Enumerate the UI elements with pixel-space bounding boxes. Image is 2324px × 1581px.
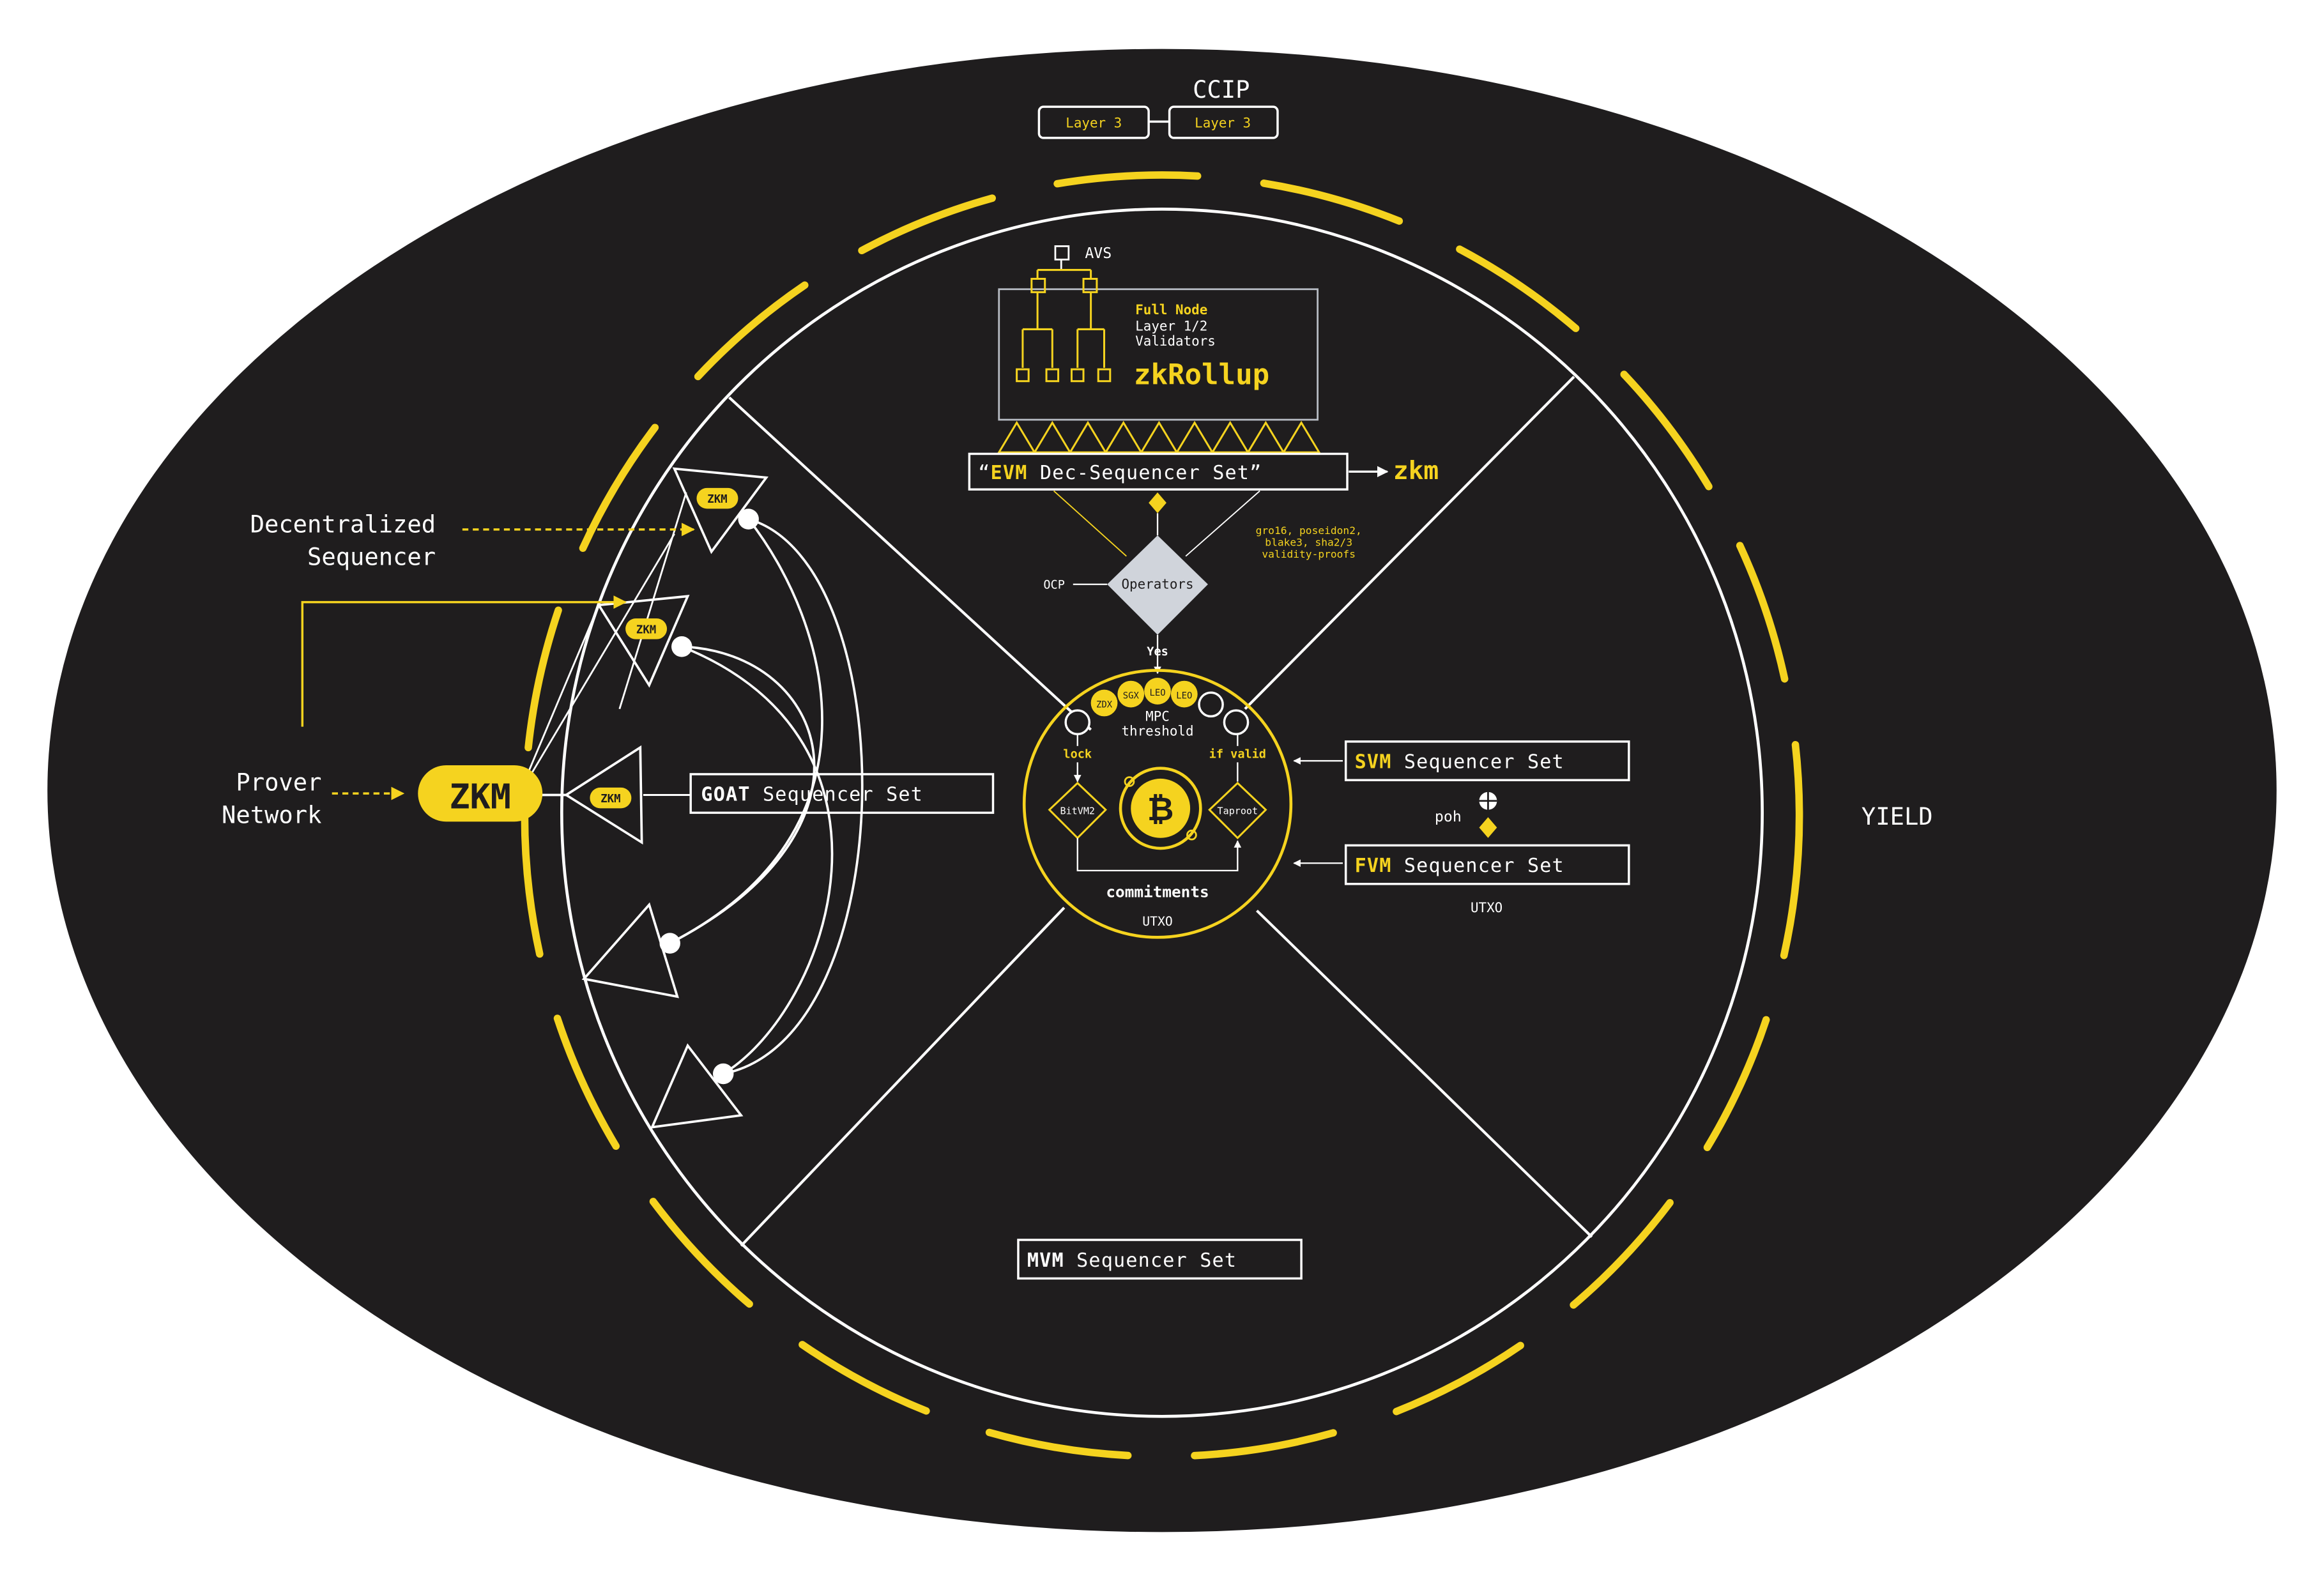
token-leo-2 — [1170, 680, 1198, 708]
mpc-label: MPC — [1145, 708, 1170, 724]
proofs-line-2: blake3, sha2/3 — [1265, 536, 1352, 548]
zkm-main-label: ZKM — [450, 776, 511, 816]
hub-node-right — [1223, 709, 1250, 736]
mvm-sequencer-label: MVM Sequencer Set — [1027, 1249, 1237, 1272]
zkm-badge-3-label: ZKM — [600, 793, 620, 806]
taproot-diamond[interactable] — [1208, 781, 1267, 839]
decentralized-line-1: Decentralized — [250, 511, 436, 538]
yield-label: YIELD — [1861, 803, 1933, 830]
poh-label: poh — [1435, 808, 1462, 825]
goat-bold: GOAT — [701, 784, 750, 806]
ocp-label: OCP — [1043, 579, 1064, 592]
proofs-line-1: gro16, poseidon2, — [1256, 524, 1362, 537]
operators-label: Operators — [1121, 577, 1193, 592]
bitcoin-hub — [1022, 669, 1293, 939]
validators-line-1: Layer 1/2 — [1135, 319, 1207, 334]
evm-bold: EVM — [991, 462, 1028, 484]
sequencer-dot-3 — [659, 933, 680, 954]
lock-label: lock — [1063, 747, 1092, 761]
bitvm2-label: BitVM2 — [1060, 806, 1095, 817]
node-tree-icon — [1016, 269, 1112, 383]
token-sgx — [1117, 680, 1145, 708]
evm-sequencer-box[interactable] — [968, 452, 1349, 491]
token-sgx-label: SGX — [1123, 691, 1140, 701]
poh-diamond-icon — [1479, 817, 1497, 838]
sequencer-triangle-1 — [672, 467, 768, 554]
svm-sequencer-box[interactable] — [1344, 740, 1630, 781]
evm-rest: Dec-Sequencer Set — [1028, 462, 1250, 484]
sequencer-nodes — [517, 467, 864, 1129]
sequencer-dot-2 — [671, 636, 692, 657]
token-leo-1 — [1144, 678, 1171, 705]
mvm-sequencer-box[interactable] — [1017, 1239, 1303, 1280]
sequencer-dot-1 — [738, 508, 759, 530]
fvm-bold: FVM — [1355, 855, 1392, 877]
sequencer-triangle-2 — [597, 595, 690, 688]
yes-label: Yes — [1147, 645, 1168, 659]
token-leo-2-label: LEO — [1176, 691, 1192, 701]
prover-line-2: Network — [222, 802, 321, 829]
commit-loop — [1076, 837, 1242, 872]
zkm-badge-2 — [625, 618, 668, 639]
goat-sequencer-label: GOAT Sequencer Set — [701, 784, 923, 806]
mvm-bold: MVM — [1027, 1249, 1064, 1272]
layer3-right-box[interactable] — [1168, 105, 1279, 139]
operators-diamond[interactable] — [1107, 535, 1208, 635]
layer3-right-label: Layer 3 — [1195, 116, 1251, 131]
fvm-rest: Sequencer Set — [1392, 855, 1564, 877]
taproot-label: Taproot — [1218, 806, 1258, 817]
sequencer-triangle-5 — [650, 1043, 744, 1129]
hub-node-mid — [1198, 691, 1224, 718]
bitcoin-symbol: ₿ — [1147, 791, 1174, 829]
if-valid-label: if valid — [1209, 747, 1266, 761]
sequencer-dot-4 — [712, 1063, 734, 1085]
bitcoin-coin-icon — [1131, 778, 1191, 838]
utxo-right-label: UTXO — [1471, 900, 1502, 915]
fvm-sequencer-label: FVM Sequencer Set — [1355, 855, 1564, 877]
evm-quote-open: “ — [978, 462, 990, 484]
ccip-label: CCIP — [1193, 76, 1250, 103]
goat-rest: Sequencer Set — [751, 784, 923, 806]
commitments-label: commitments — [1106, 883, 1209, 901]
quadrant-dividers — [728, 376, 1593, 1247]
prover-line-1: Prover — [236, 768, 321, 796]
zkm-arrow-label: zkm — [1393, 456, 1439, 485]
zkm-badge-1-label: ZKM — [707, 493, 727, 506]
bitcoin-ring-outer — [1119, 767, 1202, 850]
zkm-badge-1 — [696, 487, 738, 509]
fvm-sequencer-box[interactable] — [1344, 844, 1630, 885]
zkm-badge-2-label: ZKM — [636, 623, 656, 636]
sequencer-triangle-3 — [563, 745, 643, 845]
token-zdx — [1090, 689, 1118, 717]
svm-rest: Sequencer Set — [1392, 751, 1564, 774]
layer3-left-label: Layer 3 — [1066, 116, 1122, 131]
inner-circle — [560, 208, 1764, 1418]
token-chips: ZDX SGX LEO LEO — [1090, 678, 1198, 717]
zkm-badge-3 — [590, 787, 632, 809]
proofs-line-3: validity-proofs — [1262, 548, 1356, 560]
svm-sequencer-label: SVM Sequencer Set — [1355, 751, 1564, 774]
zkm-main-badge[interactable] — [418, 765, 543, 822]
operator-small-diamond — [1149, 492, 1166, 514]
threshold-label: threshold — [1121, 724, 1193, 739]
zkrollup-title: zkRollup — [1134, 358, 1269, 391]
avs-label: AVS — [1085, 245, 1112, 262]
mvm-rest: Sequencer Set — [1064, 1249, 1237, 1272]
zkrollup-block: AVS Full Node Layer 1/2 Validators zkRol… — [997, 245, 1321, 455]
validators-line-2: Validators — [1135, 333, 1216, 349]
utxo-center-label: UTXO — [1142, 914, 1172, 929]
goat-sequencer-box[interactable] — [689, 773, 995, 814]
full-node-label: Full Node — [1135, 302, 1207, 317]
decentralized-line-2: Sequencer — [307, 544, 436, 571]
svm-bold: SVM — [1355, 751, 1392, 774]
evm-sequencer-label: “EVM Dec-Sequencer Set” — [978, 462, 1262, 484]
evm-quote-close: ” — [1250, 462, 1262, 484]
validator-triangles — [997, 420, 1321, 455]
token-leo-1-label: LEO — [1149, 688, 1165, 698]
prover-bracket-arrow — [301, 595, 627, 727]
hub-node-left — [1064, 709, 1091, 736]
token-zdx-label: ZDX — [1096, 699, 1113, 710]
